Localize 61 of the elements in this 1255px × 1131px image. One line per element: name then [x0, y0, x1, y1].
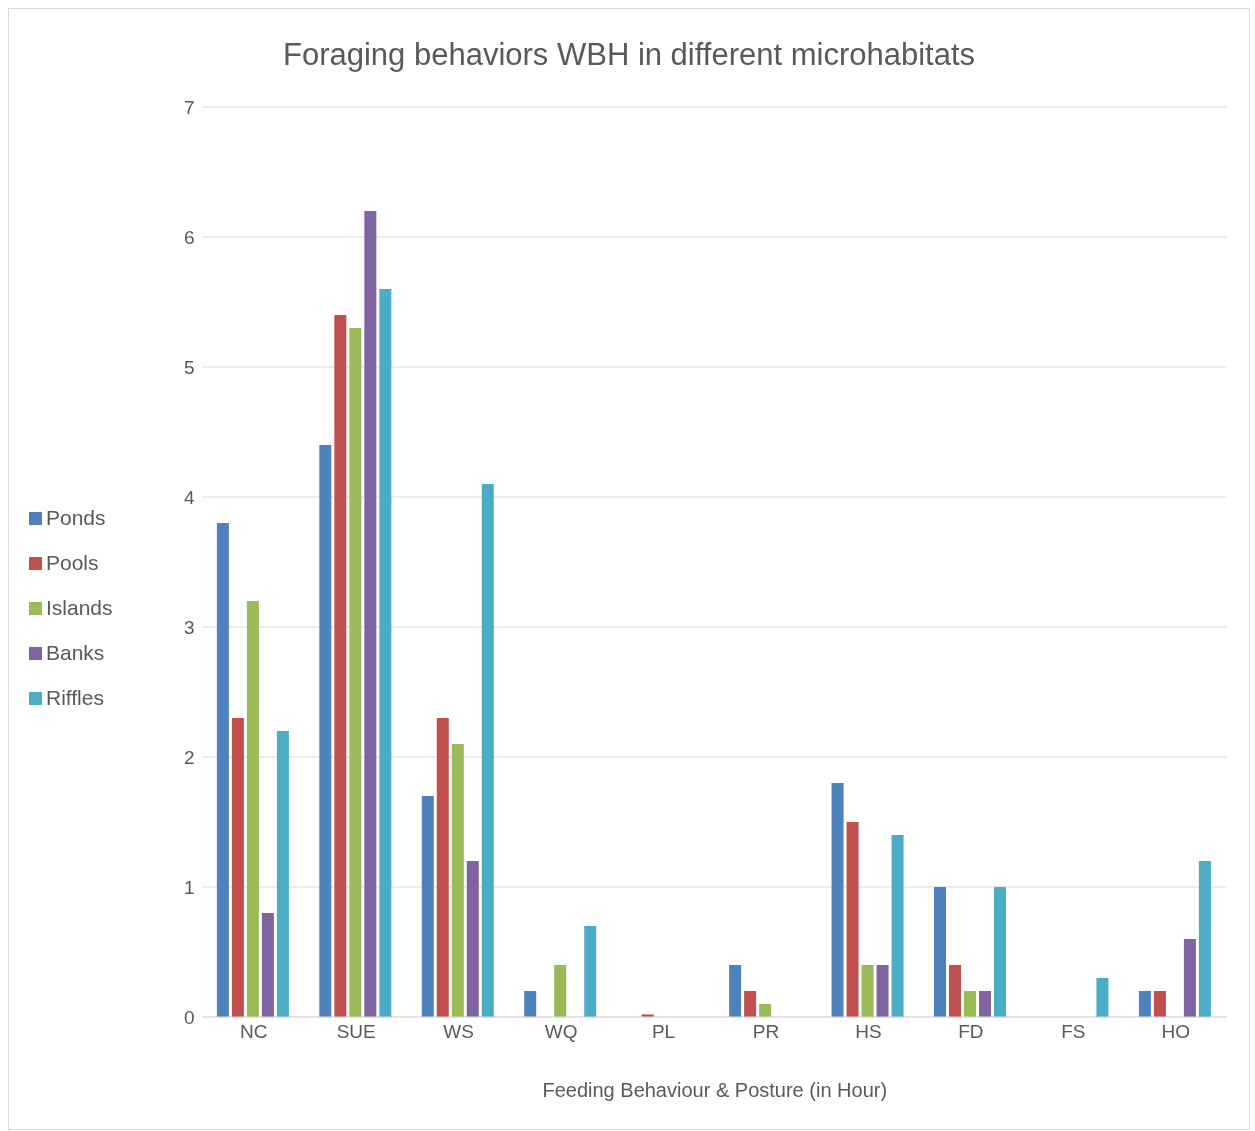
bar: [481, 484, 494, 1017]
y-tick-label: 4: [183, 486, 195, 508]
x-tick-label: HS: [855, 1021, 882, 1043]
bar: [979, 991, 992, 1017]
bar: [846, 822, 859, 1017]
bar: [1096, 978, 1109, 1017]
x-tick-label: HO: [1161, 1021, 1191, 1043]
bar: [584, 926, 597, 1017]
x-tick-label: FS: [1061, 1021, 1086, 1043]
bar: [364, 211, 377, 1017]
x-tick-label: FD: [958, 1021, 984, 1043]
bar: [1153, 991, 1166, 1017]
bar: [261, 913, 274, 1017]
bar: [231, 718, 244, 1017]
x-tick-label: WQ: [544, 1021, 578, 1043]
legend-label: Riffles: [46, 685, 104, 709]
x-tick-label: PL: [651, 1021, 676, 1043]
bar: [421, 796, 434, 1017]
bar: [1183, 939, 1196, 1017]
bar: [246, 601, 259, 1017]
bar: [524, 991, 537, 1017]
bar: [934, 887, 947, 1017]
bar: [1138, 991, 1151, 1017]
bar: [216, 523, 229, 1017]
bar: [436, 718, 449, 1017]
bar: [744, 991, 757, 1017]
bar: [861, 965, 874, 1017]
legend-label: Islands: [46, 595, 113, 619]
bar: [334, 315, 347, 1017]
bar: [759, 1004, 772, 1017]
y-tick-label: 1: [183, 876, 195, 898]
legend-label: Pools: [46, 550, 99, 574]
x-tick-label: PR: [752, 1021, 780, 1043]
y-tick-label: 5: [183, 356, 195, 378]
chart-title: Foraging behaviors WBH in different microhabitats: [281, 36, 977, 74]
y-tick-label: 3: [183, 616, 195, 638]
bar: [831, 783, 844, 1017]
bar: [379, 289, 392, 1017]
y-tick-label: 7: [183, 96, 195, 118]
bar: [466, 861, 479, 1017]
bar: [891, 835, 904, 1017]
bar: [451, 744, 464, 1017]
bar: [276, 731, 289, 1017]
bar: [319, 445, 332, 1017]
legend-label: Banks: [46, 640, 105, 664]
y-tick-label: 2: [183, 746, 195, 768]
x-tick-label: NC: [240, 1021, 268, 1043]
x-tick-label: SUE: [336, 1021, 376, 1043]
bar: [876, 965, 889, 1017]
bar: [949, 965, 962, 1017]
x-axis-title: Feeding Behaviour & Posture (in Hour): [542, 1079, 888, 1101]
bar: [554, 965, 567, 1017]
bar: [1198, 861, 1211, 1017]
bar: [994, 887, 1007, 1017]
x-tick-label: WS: [443, 1021, 474, 1043]
bar: [964, 991, 977, 1017]
y-tick-label: 6: [183, 226, 195, 248]
bar: [729, 965, 742, 1017]
y-tick-label: 0: [183, 1006, 195, 1028]
legend-label: Ponds: [46, 505, 106, 529]
bar: [349, 328, 362, 1017]
